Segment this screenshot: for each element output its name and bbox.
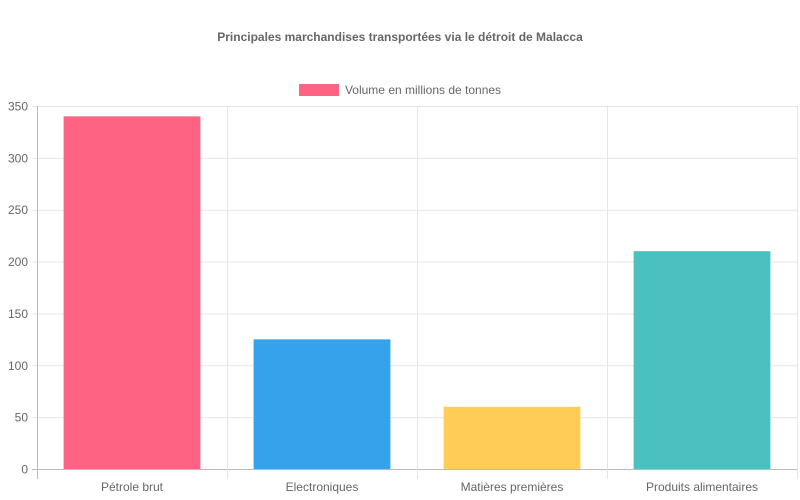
legend-swatch <box>298 84 339 96</box>
legend-label: Volume en millions de tonnes <box>344 83 502 97</box>
bar <box>63 116 201 469</box>
y-tick-label: 250 <box>8 203 28 217</box>
y-tick-label: 0 <box>21 463 28 477</box>
y-tick-label: 300 <box>8 151 28 165</box>
y-tick-label: 350 <box>8 100 28 114</box>
bar <box>443 406 581 469</box>
x-tick-label: Pétrole brut <box>101 480 164 494</box>
y-tick-label: 100 <box>8 359 28 373</box>
bar <box>253 339 391 469</box>
x-tick-label: Matières premières <box>461 480 564 494</box>
x-tick-label: Electroniques <box>286 480 359 494</box>
y-tick-label: 50 <box>15 411 29 425</box>
legend[interactable]: Volume en millions de tonnes <box>0 83 800 97</box>
y-tick-label: 200 <box>8 255 28 269</box>
x-tick-label: Produits alimentaires <box>646 480 758 494</box>
y-tick-label: 150 <box>8 307 28 321</box>
bar <box>633 251 771 469</box>
chart-title: Principales marchandises transportées vi… <box>217 30 583 44</box>
